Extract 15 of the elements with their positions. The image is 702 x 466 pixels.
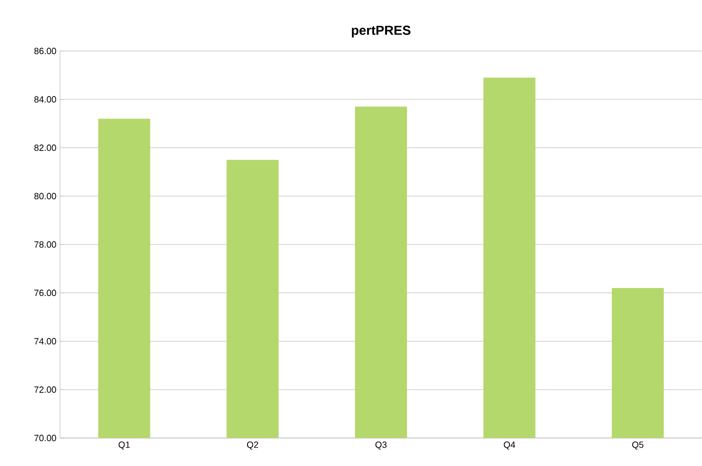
y-tick-label: 82.00 bbox=[34, 144, 56, 151]
y-tick-label: 70.00 bbox=[34, 434, 56, 442]
x-tick-label: Q5 bbox=[632, 442, 644, 450]
x-tick-label: Q3 bbox=[375, 442, 387, 450]
y-tick-label: 80.00 bbox=[34, 192, 56, 200]
y-tick-label: 76.00 bbox=[34, 290, 56, 296]
y-tick-label: 74.00 bbox=[34, 338, 56, 344]
chart-title: pertPRES bbox=[352, 26, 410, 38]
y-tick-label: 86.00 bbox=[34, 48, 56, 54]
x-tick-label: Q2 bbox=[247, 442, 258, 450]
y-tick-label: 84.00 bbox=[34, 96, 56, 103]
x-tick-label: Q4 bbox=[504, 442, 516, 450]
y-tick-label: 72.00 bbox=[34, 386, 56, 393]
x-tick-label: Q1 bbox=[118, 442, 130, 450]
y-tick-label: 78.00 bbox=[34, 241, 56, 248]
